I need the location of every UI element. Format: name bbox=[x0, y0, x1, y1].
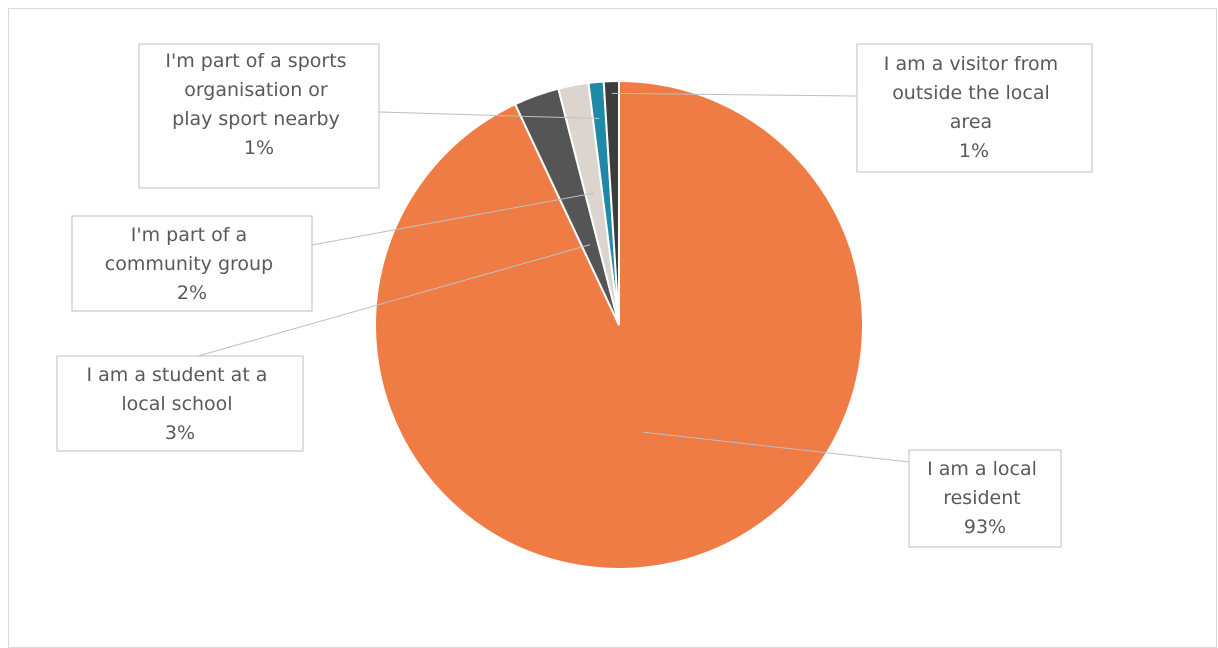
callout-community-group: I'm part of a community group 2% bbox=[71, 215, 313, 312]
label-percent: 3% bbox=[165, 422, 195, 444]
label-line: I am a local bbox=[927, 458, 1037, 480]
label-line: community group bbox=[105, 253, 273, 275]
label-line: organisation or bbox=[184, 79, 328, 101]
label-line: play sport nearby bbox=[172, 108, 340, 130]
callout-local-resident: I am a local resident 93% bbox=[908, 449, 1062, 548]
label-line: local school bbox=[121, 393, 232, 415]
leader-line bbox=[611, 92, 858, 97]
label-line: I'm part of a sports bbox=[165, 50, 346, 72]
leader-line bbox=[197, 244, 591, 357]
data-label: I'm part of a community group 2% bbox=[105, 224, 279, 304]
callout-box bbox=[856, 43, 1093, 173]
callout-box bbox=[908, 449, 1062, 548]
label-line: I'm part of a bbox=[131, 224, 247, 246]
pie-chart: I am a local resident 93% I am a student… bbox=[56, 43, 1093, 570]
data-label: I am a visitor from outside the local ar… bbox=[884, 53, 1064, 162]
leader-lines bbox=[197, 92, 910, 463]
callout-visitor: I am a visitor from outside the local ar… bbox=[856, 43, 1093, 173]
label-line: resident bbox=[943, 487, 1021, 509]
pie-slice bbox=[602, 79, 620, 326]
callout-box bbox=[56, 355, 304, 452]
data-label: I am a local resident 93% bbox=[927, 458, 1043, 538]
data-label: I am a student at a local school 3% bbox=[86, 364, 273, 444]
callout-box bbox=[138, 43, 380, 189]
callout-student: I am a student at a local school 3% bbox=[56, 355, 304, 452]
pie-slices bbox=[374, 79, 864, 570]
label-percent: 2% bbox=[177, 282, 207, 304]
data-label: I'm part of a sports organisation or pla… bbox=[165, 50, 352, 159]
leader-line bbox=[311, 192, 594, 246]
label-line: I am a visitor from bbox=[884, 53, 1058, 75]
label-line: outside the local bbox=[892, 82, 1050, 104]
label-percent: 1% bbox=[244, 137, 274, 159]
label-line: area bbox=[950, 111, 992, 133]
label-line: I am a student at a bbox=[86, 364, 267, 386]
leader-line bbox=[378, 111, 600, 120]
callout-sports-organisation: I'm part of a sports organisation or pla… bbox=[138, 43, 380, 189]
label-percent: 1% bbox=[959, 140, 989, 162]
callout-box bbox=[71, 215, 313, 312]
leader-line bbox=[642, 431, 910, 463]
label-percent: 93% bbox=[964, 516, 1006, 538]
